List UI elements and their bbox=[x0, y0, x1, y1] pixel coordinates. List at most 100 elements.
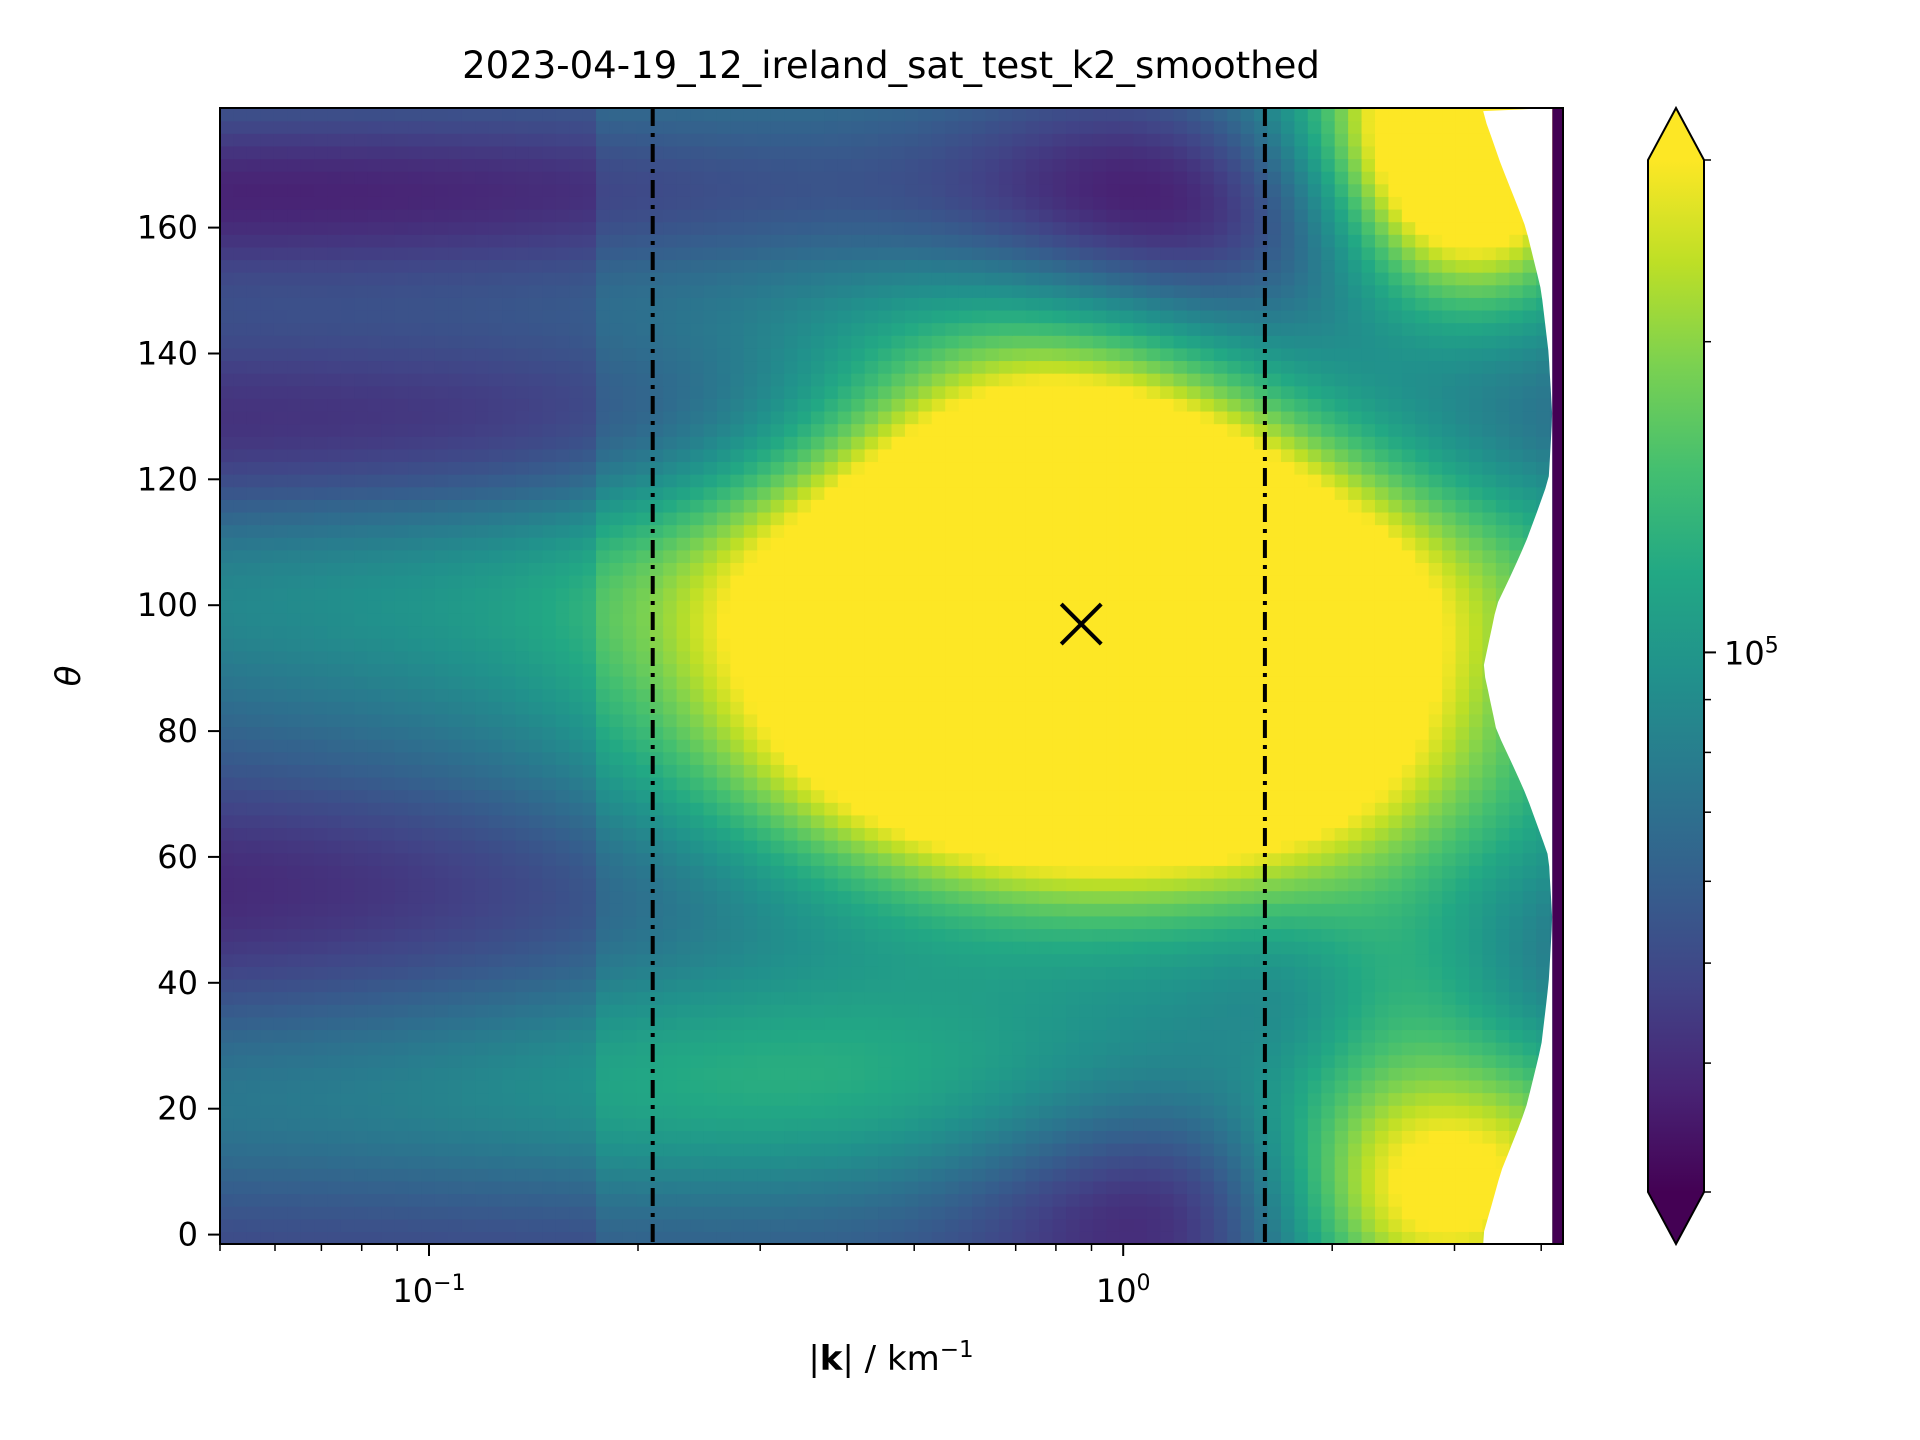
heatmap-cell bbox=[1307, 865, 1322, 879]
heatmap-cell bbox=[1267, 638, 1282, 652]
heatmap-cell bbox=[797, 1193, 812, 1207]
heatmap-cell bbox=[1025, 852, 1040, 866]
heatmap-cell bbox=[434, 1168, 449, 1182]
heatmap-cell bbox=[837, 676, 852, 690]
heatmap-cell bbox=[1025, 890, 1040, 904]
heatmap-cell bbox=[488, 676, 503, 690]
heatmap-cell bbox=[1442, 1206, 1457, 1220]
heatmap-cell bbox=[569, 1042, 584, 1056]
heatmap-cell bbox=[609, 953, 624, 967]
heatmap-cell bbox=[1052, 776, 1067, 791]
heatmap-cell bbox=[676, 1092, 691, 1106]
heatmap-cell bbox=[582, 1231, 597, 1244]
heatmap-cell bbox=[864, 701, 879, 715]
heatmap-cell bbox=[716, 991, 731, 1005]
heatmap-cell bbox=[287, 625, 302, 639]
heatmap-cell bbox=[340, 1054, 355, 1068]
heatmap-cell bbox=[1066, 726, 1081, 740]
heatmap-cell bbox=[891, 1155, 906, 1169]
heatmap-cell bbox=[421, 928, 436, 942]
heatmap-cell bbox=[1025, 650, 1040, 664]
heatmap-cell bbox=[1509, 991, 1524, 1005]
heatmap-cell bbox=[1415, 638, 1430, 652]
heatmap-cell bbox=[314, 915, 329, 930]
heatmap-cell bbox=[1415, 827, 1430, 841]
heatmap-cell bbox=[394, 776, 409, 791]
heatmap-cell bbox=[797, 1105, 812, 1119]
heatmap-cell bbox=[1160, 688, 1175, 702]
heatmap-cell bbox=[609, 814, 624, 829]
heatmap-cell bbox=[327, 865, 342, 879]
heatmap-cell bbox=[918, 865, 933, 879]
heatmap-cell bbox=[354, 903, 369, 917]
heatmap-cell bbox=[1442, 814, 1457, 829]
heatmap-cell bbox=[904, 1067, 919, 1081]
heatmap-cell bbox=[1025, 1054, 1040, 1068]
heatmap-cell bbox=[958, 877, 973, 892]
heatmap-cell bbox=[327, 1079, 342, 1094]
heatmap-cell bbox=[690, 1067, 705, 1081]
heatmap-cell bbox=[596, 1206, 611, 1220]
heatmap-cell bbox=[1455, 1067, 1470, 1081]
heatmap-cell bbox=[1294, 676, 1309, 690]
heatmap-cell bbox=[1468, 701, 1484, 715]
heatmap-cell bbox=[1348, 713, 1363, 728]
heatmap-cell bbox=[1455, 688, 1470, 702]
heatmap-cell bbox=[1213, 789, 1228, 803]
heatmap-cell bbox=[1401, 625, 1416, 639]
heatmap-cell bbox=[354, 1168, 369, 1182]
heatmap-cell bbox=[770, 713, 785, 728]
heatmap-cell bbox=[1321, 739, 1336, 753]
heatmap-cell bbox=[1495, 827, 1510, 841]
heatmap-cell bbox=[690, 852, 705, 866]
heatmap-cell bbox=[314, 1206, 329, 1220]
heatmap-cell bbox=[770, 890, 785, 904]
heatmap-cell bbox=[757, 1180, 772, 1195]
heatmap-cell bbox=[1267, 852, 1282, 866]
heatmap-cell bbox=[958, 1029, 973, 1043]
heatmap-cell bbox=[891, 978, 906, 993]
heatmap-cell bbox=[1133, 1155, 1148, 1169]
heatmap-cell bbox=[1334, 789, 1349, 803]
heatmap-cell bbox=[1361, 751, 1376, 765]
heatmap-cell bbox=[1307, 789, 1322, 803]
heatmap-cell bbox=[1119, 1168, 1134, 1182]
heatmap-cell bbox=[690, 877, 705, 892]
heatmap-cell bbox=[314, 688, 329, 702]
heatmap-cell bbox=[1374, 928, 1390, 942]
heatmap-cell bbox=[878, 776, 893, 791]
heatmap-cell bbox=[945, 1105, 960, 1119]
heatmap-cell bbox=[945, 903, 960, 917]
heatmap-cell bbox=[1146, 663, 1161, 677]
heatmap-cell bbox=[381, 638, 396, 652]
heatmap-cell bbox=[408, 991, 423, 1005]
heatmap-cell bbox=[327, 1105, 342, 1119]
heatmap-cell bbox=[1106, 1155, 1121, 1169]
heatmap-cell bbox=[1361, 991, 1376, 1005]
heatmap-cell bbox=[690, 650, 705, 664]
heatmap-cell bbox=[260, 1004, 275, 1018]
heatmap-cell bbox=[1415, 1067, 1430, 1081]
heatmap-cell bbox=[367, 751, 382, 765]
heatmap-cell bbox=[555, 802, 570, 816]
heatmap-cell bbox=[743, 751, 758, 765]
heatmap-cell bbox=[314, 802, 329, 816]
heatmap-cell bbox=[327, 1004, 342, 1018]
heatmap-cell bbox=[1348, 638, 1363, 652]
heatmap-cell bbox=[891, 650, 906, 664]
heatmap-cell bbox=[1119, 890, 1134, 904]
heatmap-cell bbox=[1133, 1206, 1148, 1220]
heatmap-cell bbox=[904, 915, 919, 930]
heatmap-cell bbox=[1173, 1054, 1188, 1068]
heatmap-cell bbox=[1052, 1168, 1067, 1182]
heatmap-cell bbox=[1227, 1155, 1242, 1169]
heatmap-cell bbox=[864, 676, 879, 690]
heatmap-cell bbox=[1388, 1092, 1403, 1106]
heatmap-cell bbox=[1294, 650, 1309, 664]
heatmap-cell bbox=[1495, 1092, 1510, 1106]
heatmap-cell bbox=[1039, 827, 1054, 841]
heatmap-cell bbox=[381, 713, 396, 728]
heatmap-cell bbox=[515, 865, 530, 879]
heatmap-cell bbox=[273, 751, 288, 765]
heatmap-cell bbox=[622, 789, 637, 803]
